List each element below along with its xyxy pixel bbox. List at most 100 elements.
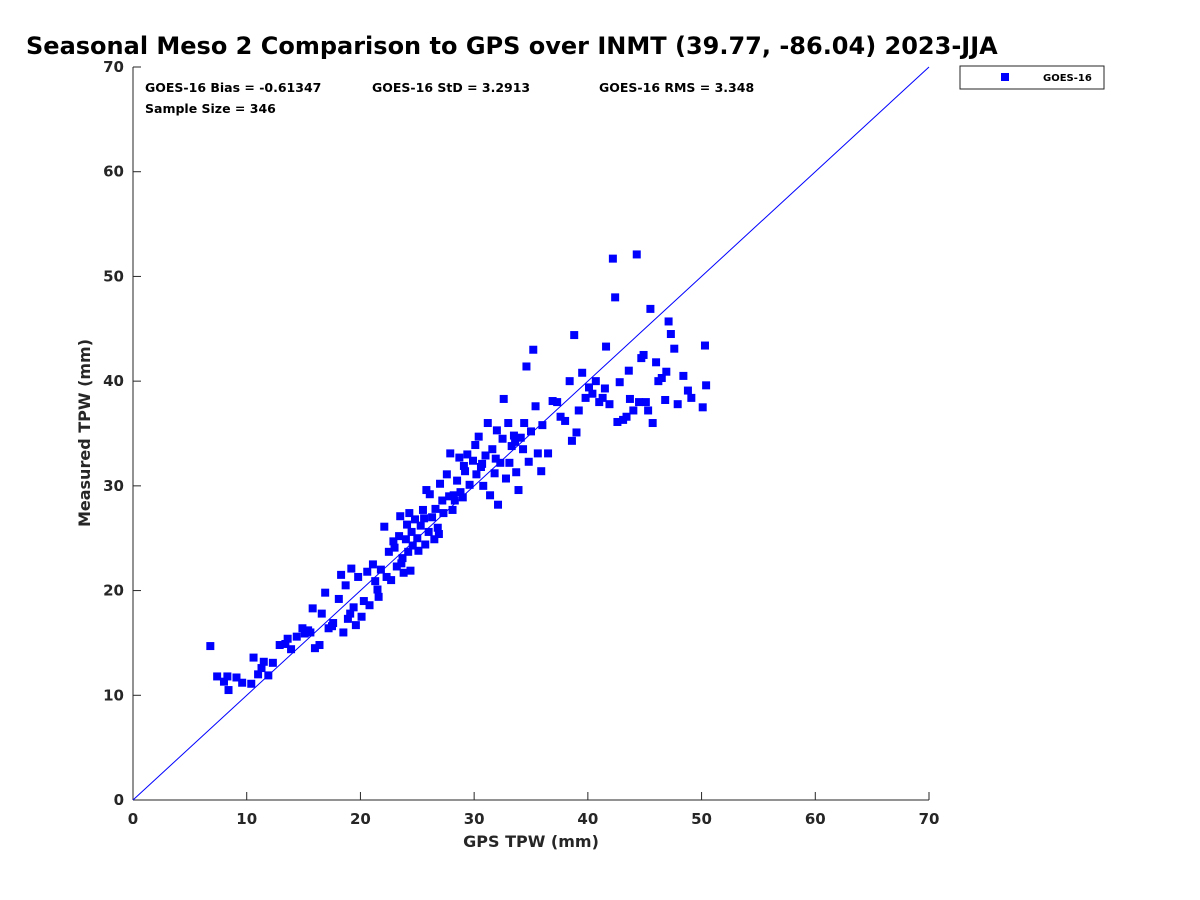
data-point xyxy=(507,442,516,451)
data-point xyxy=(469,456,478,465)
data-point xyxy=(622,412,631,421)
y-axis-label: Measured TPW (mm) xyxy=(75,339,94,527)
data-point xyxy=(505,458,514,467)
data-point xyxy=(387,576,396,585)
data-point xyxy=(461,467,470,476)
data-point xyxy=(598,393,607,402)
data-point xyxy=(570,331,579,340)
data-point xyxy=(512,468,521,477)
data-point xyxy=(219,677,228,686)
data-point xyxy=(648,419,657,428)
data-point xyxy=(683,386,692,395)
data-point xyxy=(544,449,553,458)
data-point xyxy=(257,664,266,673)
data-point xyxy=(504,419,513,428)
y-tick-label: 70 xyxy=(103,58,124,76)
data-point xyxy=(646,304,655,313)
data-point xyxy=(501,474,510,483)
data-point xyxy=(306,628,315,637)
data-point xyxy=(382,572,391,581)
y-tick-label: 60 xyxy=(103,163,124,181)
x-tick-label: 20 xyxy=(350,810,371,828)
data-point xyxy=(499,394,508,403)
data-point xyxy=(537,467,546,476)
data-point xyxy=(588,389,597,398)
data-point xyxy=(581,393,590,402)
std-stat: GOES-16 StD = 3.2913 xyxy=(372,80,530,95)
data-point xyxy=(389,537,398,546)
data-point xyxy=(433,523,442,532)
data-point xyxy=(584,383,593,392)
data-point xyxy=(418,505,427,514)
data-point xyxy=(363,567,372,576)
data-point xyxy=(268,658,277,667)
data-point xyxy=(224,686,233,695)
data-point xyxy=(488,445,497,454)
data-point xyxy=(574,406,583,415)
data-point xyxy=(700,341,709,350)
data-point xyxy=(673,400,682,409)
data-point xyxy=(632,250,641,259)
data-point xyxy=(548,397,557,406)
data-point xyxy=(463,450,472,459)
data-point xyxy=(408,541,417,550)
data-point xyxy=(600,384,609,393)
data-point xyxy=(670,344,679,353)
data-point xyxy=(644,406,653,415)
data-point xyxy=(664,317,673,326)
legend-label-goes16: GOES-16 xyxy=(1043,73,1092,84)
data-point xyxy=(420,514,429,523)
data-point xyxy=(611,293,620,302)
data-point xyxy=(365,601,374,610)
data-point xyxy=(605,400,614,409)
data-point xyxy=(458,493,467,502)
y-tick-label: 10 xyxy=(103,686,124,704)
data-point xyxy=(474,432,483,441)
legend-box xyxy=(959,65,1105,90)
data-point xyxy=(494,500,503,509)
data-point xyxy=(529,345,538,354)
data-point xyxy=(264,671,273,680)
data-point xyxy=(661,395,670,404)
data-point xyxy=(625,394,634,403)
sample-size-stat: Sample Size = 346 xyxy=(145,101,276,116)
data-point xyxy=(442,470,451,479)
data-point xyxy=(328,622,336,631)
data-point xyxy=(639,350,648,359)
data-point xyxy=(615,378,624,387)
data-point xyxy=(491,454,500,463)
data-point xyxy=(439,509,448,518)
data-point xyxy=(479,481,488,490)
x-tick-label: 0 xyxy=(128,810,138,828)
data-point xyxy=(428,513,437,522)
data-point xyxy=(343,614,352,623)
data-point xyxy=(561,416,570,425)
data-point xyxy=(434,530,443,539)
data-point xyxy=(376,565,385,574)
data-point xyxy=(652,358,661,367)
data-point xyxy=(238,678,247,687)
x-tick-label: 60 xyxy=(805,810,826,828)
data-point xyxy=(259,657,268,666)
chart-title: Seasonal Meso 2 Comparison to GPS over I… xyxy=(26,32,998,60)
data-point xyxy=(334,594,343,603)
data-point xyxy=(492,426,501,435)
data-point xyxy=(608,254,617,263)
data-point xyxy=(629,406,638,415)
data-point xyxy=(206,642,215,651)
data-point xyxy=(396,512,405,521)
data-point xyxy=(565,377,574,386)
data-point xyxy=(450,496,459,505)
data-point xyxy=(337,570,346,579)
data-point xyxy=(613,417,622,426)
data-point xyxy=(371,577,380,586)
data-point xyxy=(315,641,324,650)
data-point xyxy=(339,628,348,637)
data-point xyxy=(213,672,222,681)
data-point xyxy=(496,458,505,467)
data-point xyxy=(702,381,711,390)
data-point xyxy=(635,398,644,407)
y-tick-label: 30 xyxy=(103,477,124,495)
data-point xyxy=(478,459,487,468)
data-point xyxy=(425,490,434,499)
